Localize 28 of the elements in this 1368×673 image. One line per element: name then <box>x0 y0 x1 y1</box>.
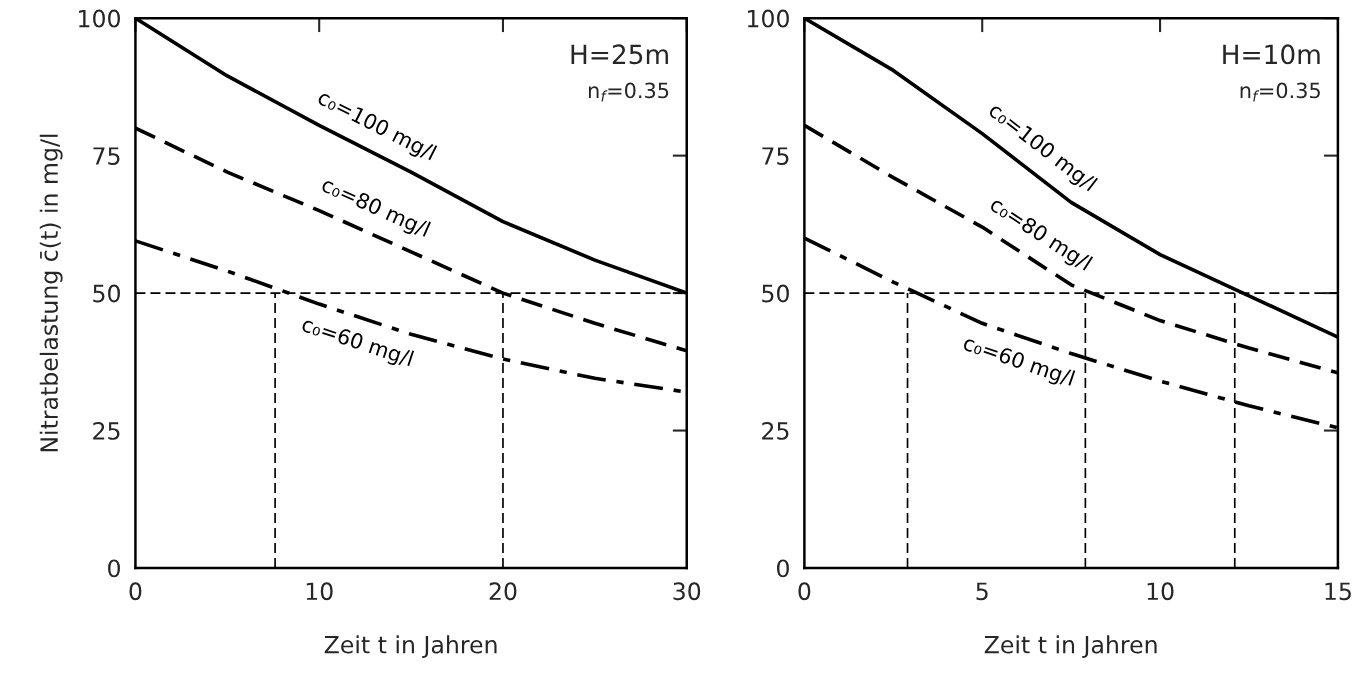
y-tick-label: 50 <box>93 284 120 303</box>
x-tick-label: 0 <box>129 582 142 601</box>
x-tick-label: 30 <box>673 582 701 601</box>
y-tick-label: 0 <box>777 559 789 578</box>
x-tick-label: 15 <box>1325 582 1351 601</box>
annotation: n$_{f}$=0.35 <box>1240 82 1320 102</box>
annotation: H=10m <box>1223 44 1320 65</box>
y-axis-title: Nitratbelastung c̄(t) in mg/l <box>39 134 63 452</box>
x-tick-label: 0 <box>798 582 811 601</box>
y-tick-label: 100 <box>79 9 120 28</box>
y-tick-label: 25 <box>762 422 789 440</box>
text: c₀=60 mg/l <box>961 334 1076 390</box>
y-tick-label: 25 <box>93 422 120 440</box>
y-tick-label: 75 <box>93 147 120 165</box>
y-tick-label: 50 <box>762 284 789 303</box>
x-tick-label: 20 <box>489 582 517 601</box>
x-tick-label: 10 <box>306 582 333 601</box>
x-axis-title: Zeit t in Jahren <box>984 635 1157 658</box>
x-tick-label: 5 <box>976 582 988 601</box>
x-axis-title: Zeit t in Jahren <box>324 635 497 658</box>
text: c₀=80 mg/l <box>319 175 431 241</box>
y-tick-label: 0 <box>108 559 120 578</box>
x-tick-label: 10 <box>1147 582 1174 601</box>
y-tick-label: 75 <box>762 147 789 165</box>
text: c₀=60 mg/l <box>299 315 415 371</box>
y-tick-label: 100 <box>748 9 789 28</box>
annotation: n$_{f}$=0.35 <box>588 82 669 102</box>
annotation: H=25m <box>571 44 668 65</box>
